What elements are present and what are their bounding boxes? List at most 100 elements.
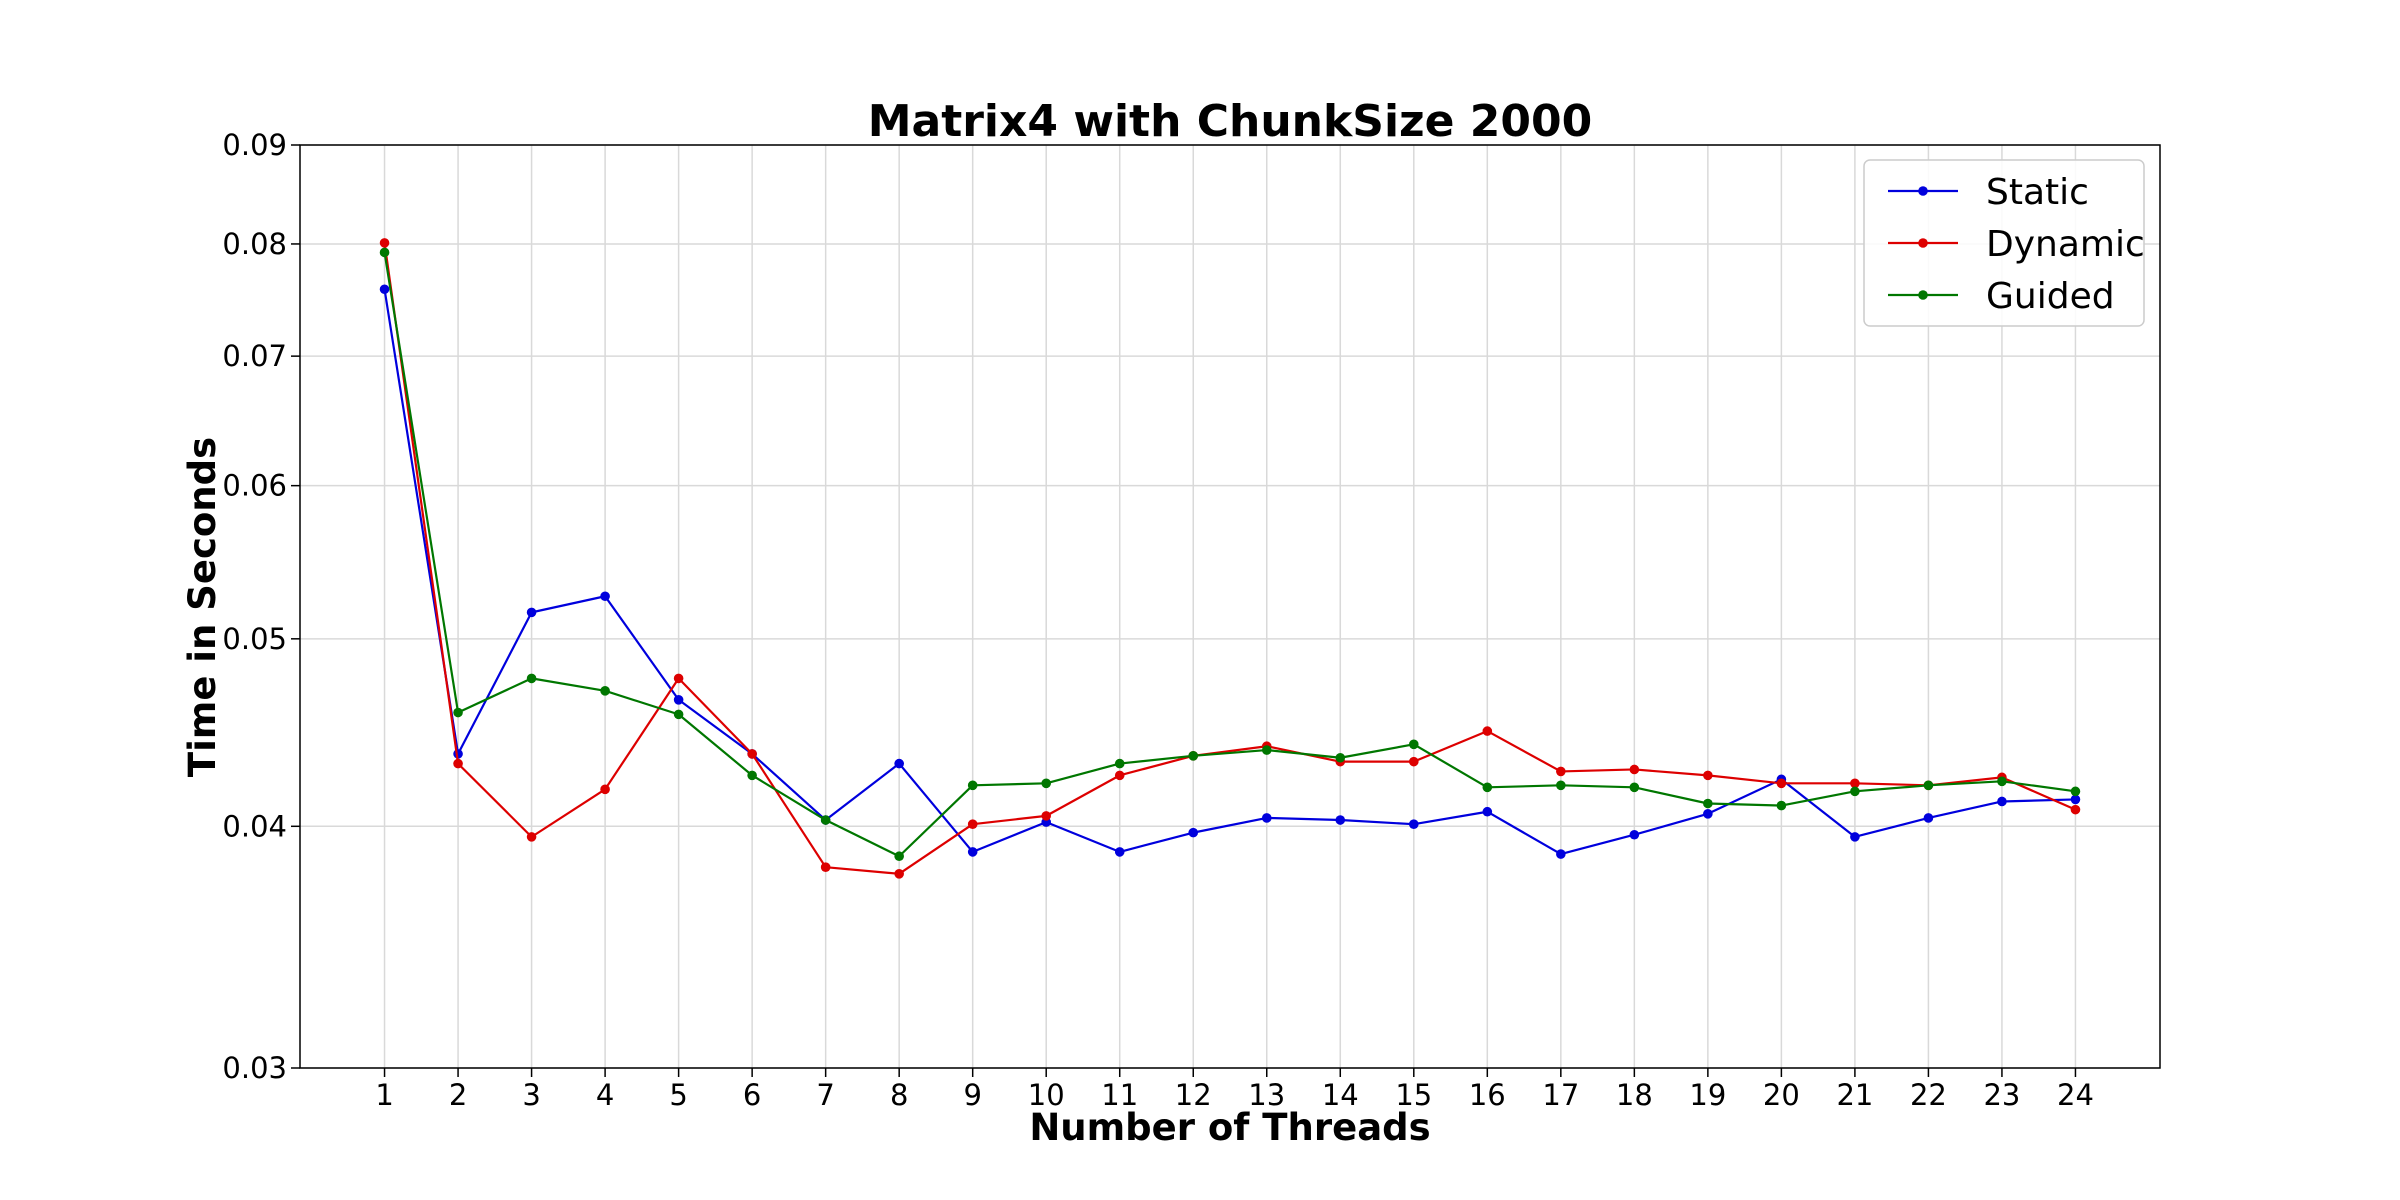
data-point-dynamic: [1482, 726, 1493, 736]
data-point-dynamic: [747, 749, 757, 759]
data-point-guided: [600, 686, 610, 696]
data-point-static: [379, 284, 390, 295]
data-point-guided: [747, 770, 757, 781]
data-point-static: [1482, 806, 1493, 817]
data-point-guided: [1261, 745, 1272, 755]
y-tick-label: 0.09: [222, 128, 287, 162]
data-point-guided: [1335, 752, 1346, 763]
series-line-dynamic: [383, 242, 2076, 875]
x-tick-label: 21: [1836, 1078, 1873, 1112]
x-tick-label: 6: [743, 1078, 761, 1112]
data-point-guided: [1482, 782, 1493, 793]
data-point-guided: [1850, 786, 1860, 797]
data-point-dynamic: [453, 758, 463, 769]
x-tick-label: 16: [1469, 1078, 1506, 1112]
legend-marker-guided: [1918, 290, 1928, 300]
data-point-dynamic: [1850, 778, 1860, 789]
data-point-static: [1997, 796, 2007, 807]
data-point-guided: [453, 707, 463, 718]
series-lines: [379, 238, 2081, 879]
x-tick-label: 12: [1175, 1078, 1212, 1112]
data-point-dynamic: [894, 869, 904, 879]
x-tick-label: 8: [890, 1078, 908, 1112]
x-tick-label: 10: [1028, 1078, 1065, 1112]
data-point-static: [1703, 808, 1713, 819]
x-tick-label: 14: [1322, 1078, 1359, 1112]
data-point-static: [1923, 813, 1934, 823]
x-tick-label: 20: [1763, 1078, 1800, 1112]
data-point-guided: [1041, 778, 1052, 789]
data-point-dynamic: [1041, 811, 1052, 821]
data-point-static: [967, 847, 978, 857]
x-tick-label: 22: [1910, 1078, 1947, 1112]
legend-marker-static: [1918, 186, 1928, 196]
y-tick-label: 0.08: [222, 227, 287, 261]
y-tick-label: 0.06: [222, 469, 287, 503]
x-tick-label: 9: [963, 1078, 981, 1112]
data-point-dynamic: [1703, 770, 1713, 781]
x-axis-label: Number of Threads: [1029, 1106, 1430, 1149]
legend-marker-dynamic: [1918, 238, 1928, 248]
data-point-static: [673, 694, 684, 705]
data-point-guided: [673, 709, 684, 720]
data-point-guided: [1997, 776, 2007, 787]
data-point-guided: [1629, 782, 1640, 793]
data-point-static: [1114, 847, 1125, 857]
data-point-static: [2070, 794, 2081, 805]
y-tick-label: 0.04: [222, 809, 287, 843]
series-static: [379, 284, 2081, 859]
data-point-static: [1850, 832, 1860, 842]
data-point-guided: [2070, 786, 2081, 797]
x-tick-label: 1: [375, 1078, 393, 1112]
axis-ticks: 1 2 3 4 5 6 7 8 9 10 11 12 13 14 15 16 17 18 19 20 21 22 23 240…: [222, 128, 2093, 1112]
y-tick-label: 0.03: [222, 1051, 287, 1085]
x-tick-label: 11: [1101, 1078, 1138, 1112]
legend-label-dynamic: Dynamic: [1986, 224, 2145, 265]
series-guided: [379, 247, 2081, 862]
x-tick-label: 3: [522, 1078, 540, 1112]
x-tick-label: 5: [669, 1078, 687, 1112]
chart-title: Matrix4 with ChunkSize 2000: [868, 96, 1593, 147]
legend-label-static: Static: [1986, 172, 2089, 213]
data-point-guided: [820, 815, 831, 825]
legend-box: [1863, 159, 2145, 327]
data-point-static: [1261, 813, 1272, 823]
data-point-guided: [894, 851, 904, 862]
series-line-guided: [383, 252, 2076, 858]
x-tick-label: 18: [1616, 1078, 1653, 1112]
data-point-guided: [1114, 758, 1125, 769]
data-point-static: [1408, 819, 1419, 830]
x-tick-label: 7: [816, 1078, 834, 1112]
y-tick-label: 0.05: [222, 622, 287, 656]
legend: Static Dynamic Guided: [1863, 159, 2145, 327]
data-point-dynamic: [600, 784, 610, 795]
x-tick-label: 13: [1248, 1078, 1285, 1112]
data-point-guided: [1188, 751, 1199, 761]
data-point-static: [600, 591, 610, 602]
data-point-dynamic: [1556, 766, 1566, 777]
data-point-dynamic: [967, 819, 978, 830]
data-point-static: [1629, 829, 1640, 840]
data-point-guided: [379, 247, 390, 258]
data-point-guided: [1703, 798, 1713, 809]
x-tick-label: 2: [449, 1078, 467, 1112]
data-point-dynamic: [820, 862, 831, 872]
series-line-static: [383, 289, 2076, 856]
data-point-dynamic: [526, 832, 537, 842]
data-point-dynamic: [1629, 764, 1640, 775]
x-tick-label: 17: [1542, 1078, 1579, 1112]
x-tick-label: 23: [1983, 1078, 2020, 1112]
data-point-dynamic: [379, 238, 390, 248]
data-point-guided: [1776, 800, 1787, 811]
x-tick-label: 19: [1689, 1078, 1726, 1112]
y-tick-label: 0.07: [222, 339, 287, 373]
data-point-dynamic: [2070, 804, 2081, 815]
x-tick-label: 24: [2057, 1078, 2094, 1112]
legend-label-guided: Guided: [1986, 276, 2115, 317]
data-point-dynamic: [1776, 778, 1787, 789]
data-point-guided: [1556, 780, 1566, 791]
data-point-dynamic: [673, 673, 684, 684]
x-tick-label: 4: [596, 1078, 614, 1112]
data-point-dynamic: [1114, 770, 1125, 781]
